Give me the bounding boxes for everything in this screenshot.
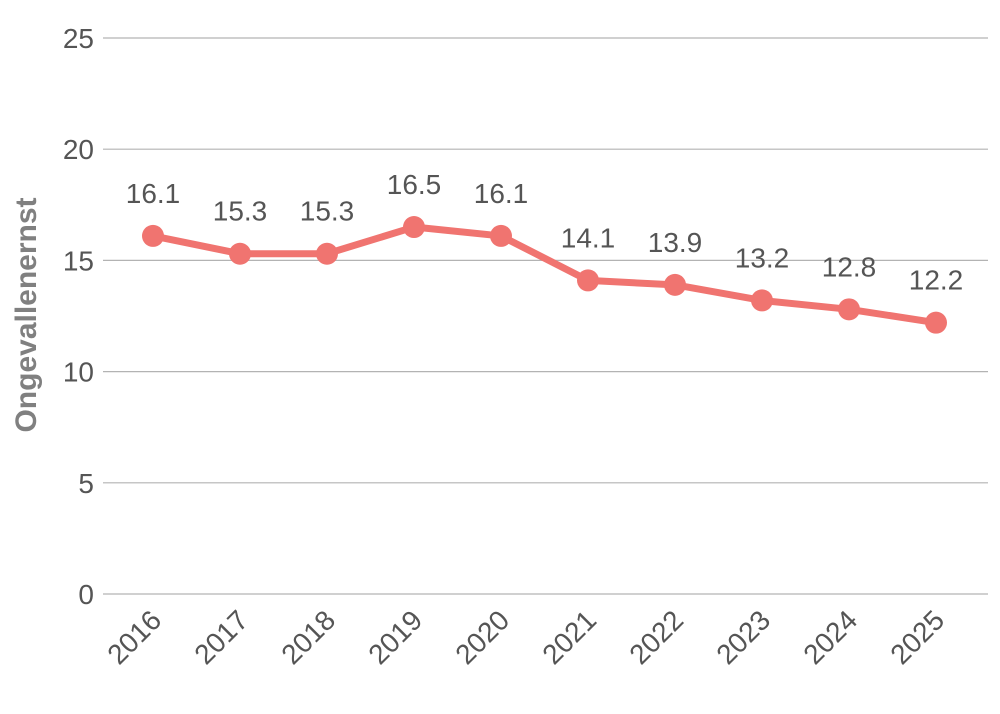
series-layer	[142, 216, 947, 334]
data-point	[490, 224, 512, 247]
data-label: 12.8	[822, 251, 877, 282]
x-tick-label: 2017	[188, 604, 254, 670]
data-point	[838, 298, 860, 321]
data-point	[925, 311, 947, 334]
data-label: 16.1	[126, 178, 181, 209]
data-labels: 16.1 15.3 15.3 16.5 16.1 14.1 13.9 13.2 12.8 12.2	[126, 169, 964, 296]
data-label: 13.9	[648, 227, 703, 258]
data-point	[316, 242, 338, 265]
data-point	[142, 224, 164, 247]
data-label: 15.3	[213, 196, 268, 227]
y-tick-label: 5	[78, 468, 94, 499]
data-label: 16.1	[474, 178, 529, 209]
x-tick-label: 2020	[449, 604, 515, 670]
x-axis-ticks: 2016 2017 2018 2019 2020 2021 2022 2023 2024 2025	[101, 604, 950, 670]
y-tick-label: 10	[63, 357, 94, 388]
y-axis-label: Ongevallenernst	[10, 197, 43, 432]
y-tick-label: 0	[78, 579, 94, 610]
data-point	[664, 273, 686, 296]
y-tick-label: 25	[63, 23, 94, 54]
x-tick-label: 2021	[536, 604, 602, 670]
data-point	[577, 269, 599, 292]
x-tick-label: 2024	[797, 604, 863, 670]
x-tick-label: 2016	[101, 604, 167, 670]
data-label: 12.2	[909, 265, 964, 296]
data-label: 16.5	[387, 169, 442, 200]
y-axis-ticks: 0 5 10 15 20 25	[63, 23, 94, 610]
data-label: 14.1	[561, 222, 616, 253]
x-tick-label: 2019	[362, 604, 428, 670]
x-tick-label: 2025	[884, 604, 950, 670]
data-point	[229, 242, 251, 265]
y-tick-label: 15	[63, 245, 94, 276]
data-point	[403, 216, 425, 239]
x-tick-label: 2022	[623, 604, 689, 670]
x-tick-label: 2018	[275, 604, 341, 670]
y-tick-label: 20	[63, 134, 94, 165]
data-label: 13.2	[735, 242, 790, 273]
gridlines	[103, 37, 988, 595]
data-point	[751, 289, 773, 312]
x-tick-label: 2023	[710, 604, 776, 670]
data-label: 15.3	[300, 196, 355, 227]
series-line	[149, 223, 940, 327]
